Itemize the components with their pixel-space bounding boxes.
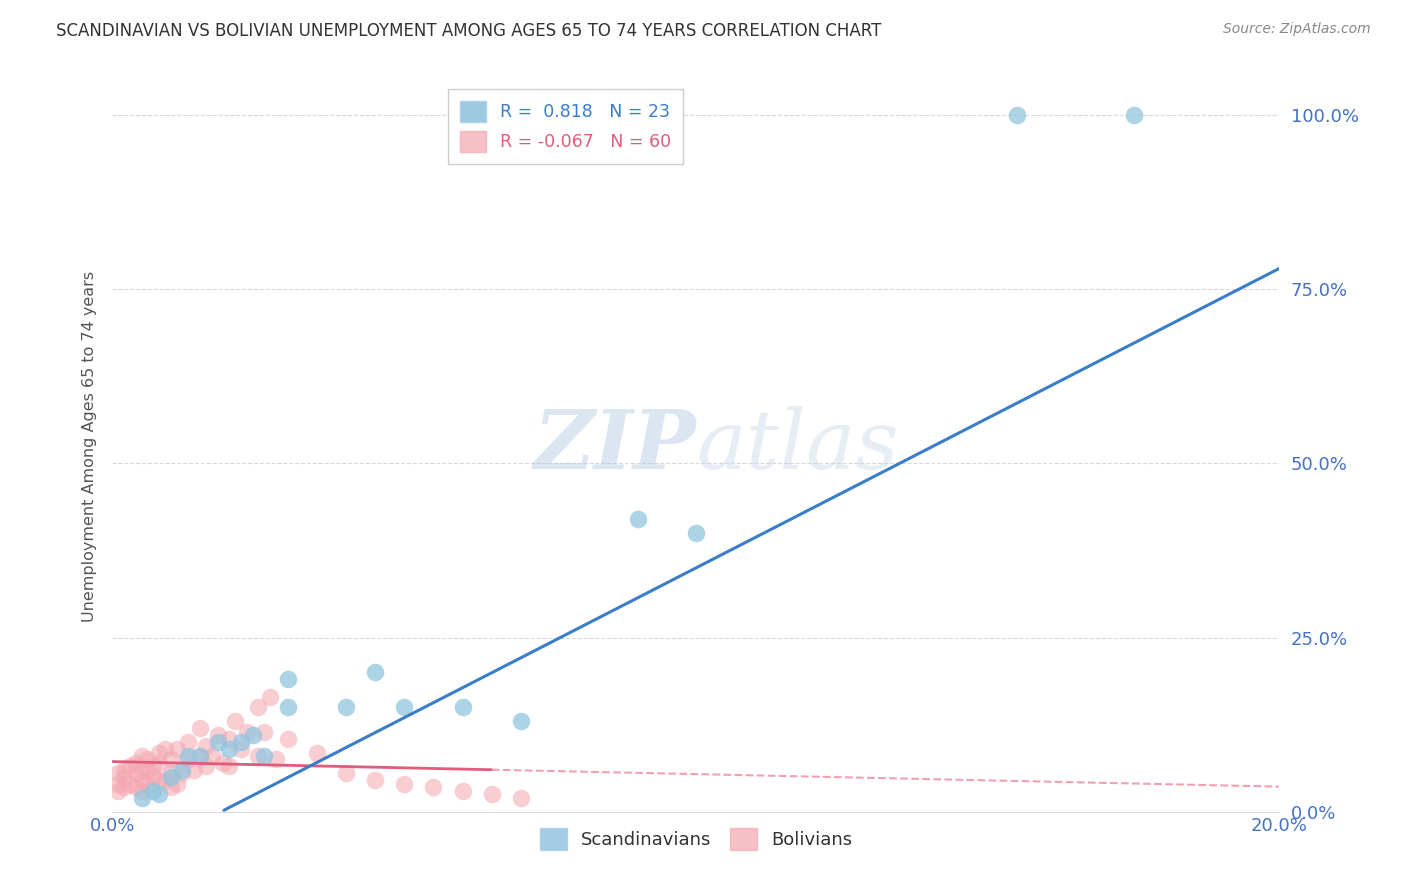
Point: [392, 700, 416, 714]
Point: [451, 700, 474, 714]
Point: [148, 746, 170, 760]
Text: atlas: atlas: [696, 406, 898, 486]
Point: [259, 690, 281, 704]
Point: [253, 749, 276, 764]
Point: [247, 749, 270, 764]
Point: [188, 749, 211, 764]
Point: [107, 766, 129, 780]
Point: [229, 735, 252, 749]
Point: [201, 749, 224, 764]
Point: [218, 731, 240, 746]
Point: [188, 721, 211, 735]
Point: [626, 512, 648, 526]
Point: [107, 777, 129, 791]
Point: [160, 752, 183, 766]
Point: [172, 766, 194, 780]
Point: [392, 777, 416, 791]
Point: [125, 766, 148, 780]
Text: SCANDINAVIAN VS BOLIVIAN UNEMPLOYMENT AMONG AGES 65 TO 74 YEARS CORRELATION CHAR: SCANDINAVIAN VS BOLIVIAN UNEMPLOYMENT AM…: [56, 22, 882, 40]
Point: [451, 784, 474, 798]
Point: [1005, 108, 1028, 122]
Point: [177, 752, 200, 766]
Point: [247, 700, 270, 714]
Point: [364, 773, 387, 788]
Point: [131, 790, 153, 805]
Point: [142, 759, 165, 773]
Point: [194, 739, 217, 753]
Point: [335, 766, 357, 780]
Point: [188, 749, 211, 764]
Point: [131, 763, 153, 777]
Point: [422, 780, 444, 795]
Point: [107, 784, 129, 798]
Point: [218, 759, 240, 773]
Point: [136, 763, 159, 777]
Point: [177, 749, 200, 764]
Point: [235, 724, 257, 739]
Point: [131, 773, 153, 788]
Point: [160, 766, 183, 780]
Point: [153, 742, 176, 756]
Point: [509, 790, 531, 805]
Point: [207, 728, 229, 742]
Point: [142, 784, 165, 798]
Point: [131, 784, 153, 798]
Point: [481, 787, 503, 801]
Point: [131, 749, 153, 764]
Point: [218, 742, 240, 756]
Point: [112, 780, 135, 795]
Point: [148, 773, 170, 788]
Point: [125, 756, 148, 770]
Point: [112, 770, 135, 784]
Point: [276, 673, 298, 687]
Point: [364, 665, 387, 680]
Point: [148, 756, 170, 770]
Point: [118, 759, 141, 773]
Point: [166, 742, 188, 756]
Point: [112, 763, 135, 777]
Point: [335, 700, 357, 714]
Point: [148, 787, 170, 801]
Legend: Scandinavians, Bolivians: Scandinavians, Bolivians: [533, 821, 859, 857]
Point: [229, 742, 252, 756]
Point: [136, 752, 159, 766]
Point: [207, 735, 229, 749]
Text: ZIP: ZIP: [533, 406, 696, 486]
Point: [276, 731, 298, 746]
Point: [172, 763, 194, 777]
Point: [253, 724, 276, 739]
Point: [183, 763, 205, 777]
Point: [142, 770, 165, 784]
Point: [509, 714, 531, 728]
Point: [166, 777, 188, 791]
Point: [276, 700, 298, 714]
Point: [1122, 108, 1144, 122]
Point: [224, 714, 246, 728]
Point: [305, 746, 328, 760]
Point: [160, 770, 183, 784]
Point: [153, 773, 176, 788]
Point: [685, 526, 707, 541]
Point: [160, 780, 183, 795]
Y-axis label: Unemployment Among Ages 65 to 74 years: Unemployment Among Ages 65 to 74 years: [82, 270, 97, 622]
Point: [118, 777, 141, 791]
Point: [212, 756, 235, 770]
Point: [177, 735, 200, 749]
Point: [194, 759, 217, 773]
Point: [136, 777, 159, 791]
Point: [242, 728, 264, 742]
Point: [125, 780, 148, 795]
Text: Source: ZipAtlas.com: Source: ZipAtlas.com: [1223, 22, 1371, 37]
Point: [264, 752, 287, 766]
